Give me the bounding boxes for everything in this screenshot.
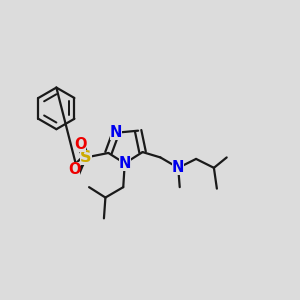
Text: O: O: [74, 136, 86, 152]
Text: N: N: [110, 125, 122, 140]
Text: O: O: [68, 162, 80, 177]
Text: N: N: [172, 160, 184, 175]
Text: S: S: [80, 150, 92, 165]
Text: N: N: [118, 156, 131, 171]
